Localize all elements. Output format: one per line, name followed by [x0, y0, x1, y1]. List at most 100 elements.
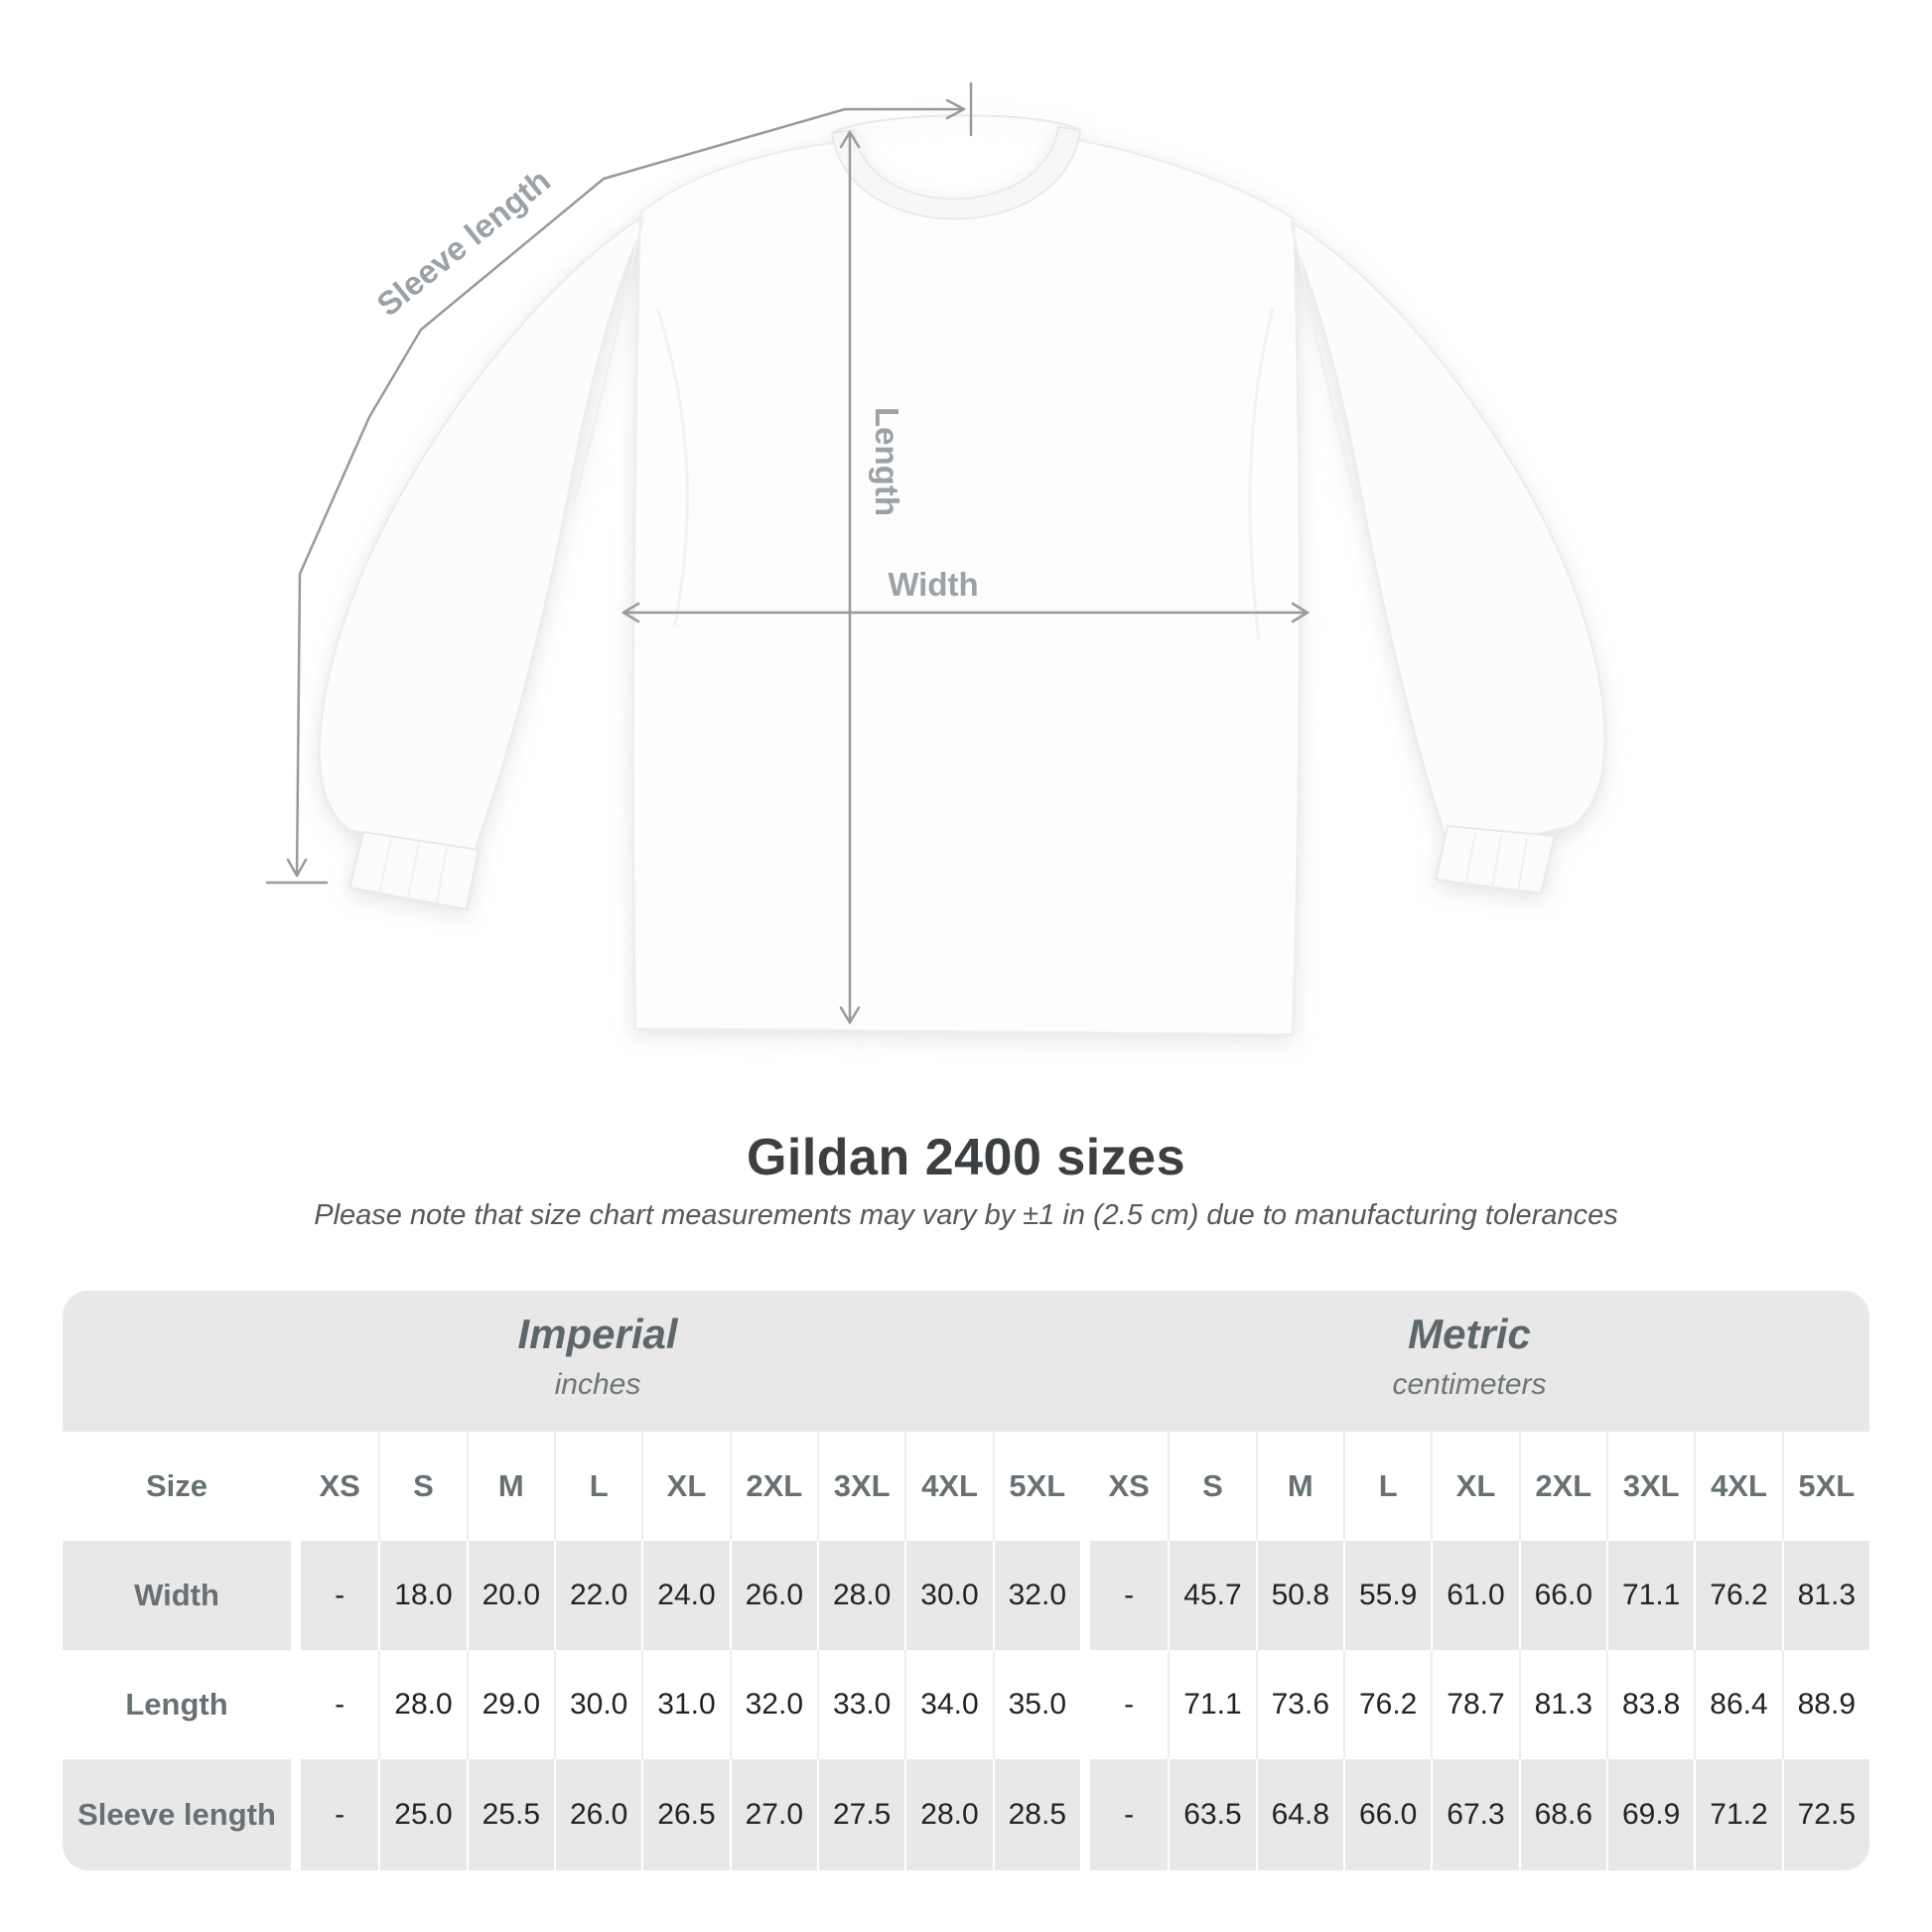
value-cell: -	[335, 1688, 345, 1721]
left-armhole-seam	[572, 215, 645, 502]
value-cell: 29.0	[466, 1650, 554, 1759]
width-arrow-left-icon	[621, 602, 640, 623]
size-chart-table: Imperial inches Metric centimeters Size …	[63, 1291, 1869, 1870]
row-label: Width	[134, 1578, 219, 1612]
size-header-cell: 3XL	[1606, 1432, 1694, 1541]
sleeve-length-line	[295, 107, 966, 878]
value-cell: 34.0	[904, 1650, 992, 1759]
value-cell: 83.8	[1606, 1650, 1694, 1759]
size-header-cell: S	[1168, 1432, 1255, 1541]
value-cell: 26.5	[641, 1759, 729, 1870]
value-cell: 76.2	[1343, 1650, 1431, 1759]
value-cell: 28.0	[378, 1650, 466, 1759]
value-cell: 20.0	[466, 1541, 554, 1650]
value-cell: 45.7	[1168, 1541, 1255, 1650]
size-header-cell: L	[554, 1432, 641, 1541]
value-cell: 55.9	[1343, 1541, 1431, 1650]
value-cell: 25.5	[466, 1759, 554, 1870]
length-label: Length	[869, 407, 905, 516]
value-cell: -	[291, 1541, 378, 1650]
value-cell: 66.0	[1343, 1759, 1431, 1870]
size-header-cell: S	[378, 1432, 466, 1541]
imperial-header: Imperial inches	[517, 1311, 677, 1402]
value-cell: 30.0	[904, 1541, 992, 1650]
value-cell: 18.0	[378, 1541, 466, 1650]
value-cell: -	[291, 1759, 378, 1870]
size-header-row: Size XS S M L XL 2XL 3XL 4XL 5XL XS S M …	[63, 1432, 1869, 1541]
row-label: Sleeve length	[77, 1797, 276, 1832]
table-row-sleeve-length: Sleeve length - 25.0 25.5 26.0 26.5 27.0…	[63, 1759, 1869, 1870]
size-header-cell: L	[1343, 1432, 1431, 1541]
size-header-cell: XL	[641, 1432, 729, 1541]
imperial-title: Imperial	[517, 1311, 678, 1357]
value-cell: 26.0	[729, 1541, 817, 1650]
value-cell: 63.5	[1168, 1759, 1255, 1870]
wrinkle-left	[655, 307, 689, 626]
value-cell: 73.6	[1255, 1650, 1343, 1759]
value-cell: 61.0	[1431, 1541, 1518, 1650]
right-armhole-seam	[1289, 219, 1358, 502]
length-arrow-down-icon	[839, 1006, 861, 1025]
value-cell: 76.2	[1694, 1541, 1781, 1650]
value-cell: 30.0	[554, 1650, 641, 1759]
size-header-cell: XL	[1431, 1432, 1518, 1541]
width-label: Width	[888, 566, 978, 603]
value-cell: 72.5	[1781, 1759, 1869, 1870]
size-header-cell: 4XL	[1694, 1432, 1781, 1541]
row-label: Length	[125, 1687, 228, 1722]
value-cell: 27.0	[729, 1759, 817, 1870]
value-cell: 27.5	[817, 1759, 904, 1870]
sleeve-length-arrow-down-icon	[286, 858, 308, 878]
page-title: Gildan 2400 sizes	[746, 1129, 1186, 1186]
value-cell: 64.8	[1255, 1759, 1343, 1870]
value-cell: 25.0	[378, 1759, 466, 1870]
size-header-cell: 5XL	[992, 1432, 1080, 1541]
units-header-band: Imperial inches Metric centimeters	[63, 1291, 1869, 1432]
value-cell: 67.3	[1431, 1759, 1518, 1870]
value-cell: 81.3	[1518, 1650, 1606, 1759]
value-cell: 78.7	[1431, 1650, 1518, 1759]
right-cuff-ribs	[1464, 831, 1528, 893]
value-cell: 22.0	[554, 1541, 641, 1650]
value-cell: 24.0	[641, 1541, 729, 1650]
value-cell: 66.0	[1518, 1541, 1606, 1650]
long-sleeve-shirt-illustration	[318, 114, 1606, 1036]
value-cell: 31.0	[641, 1650, 729, 1759]
length-arrow-up-icon	[839, 130, 861, 149]
value-cell: 69.9	[1606, 1759, 1694, 1870]
value-cell: 71.1	[1168, 1650, 1255, 1759]
value-cell: 28.0	[817, 1541, 904, 1650]
size-header-cell: 5XL	[1781, 1432, 1869, 1541]
size-header-cell: XS	[1108, 1468, 1150, 1503]
metric-header: Metric centimeters	[1392, 1311, 1546, 1402]
value-cell: 50.8	[1255, 1541, 1343, 1650]
size-header-cell: M	[466, 1432, 554, 1541]
size-header-cell: 2XL	[729, 1432, 817, 1541]
metric-unit: centimeters	[1392, 1368, 1547, 1401]
measurement-annotations	[265, 81, 1310, 1025]
value-cell: 32.0	[992, 1541, 1080, 1650]
table-row-width: Width - 18.0 20.0 22.0 24.0 26.0 28.0 30…	[63, 1541, 1869, 1650]
left-cuff-ribs	[378, 837, 448, 904]
value-cell: 28.5	[992, 1759, 1080, 1870]
value-cell: -	[1080, 1541, 1168, 1650]
value-cell: 26.0	[554, 1759, 641, 1870]
left-sleeve	[318, 213, 645, 858]
metric-title: Metric	[1408, 1311, 1531, 1357]
value-cell: 81.3	[1781, 1541, 1869, 1650]
value-cell: 35.0	[992, 1650, 1080, 1759]
value-cell: 71.2	[1694, 1759, 1781, 1870]
imperial-unit: inches	[554, 1368, 641, 1401]
size-header-cell: 2XL	[1518, 1432, 1606, 1541]
value-cell: 68.6	[1518, 1759, 1606, 1870]
value-cell: 32.0	[729, 1650, 817, 1759]
wrinkle-right	[1248, 307, 1275, 641]
value-cell: 88.9	[1781, 1650, 1869, 1759]
right-sleeve	[1287, 218, 1606, 856]
size-header-cell: M	[1255, 1432, 1343, 1541]
table-row-length: Length - 28.0 29.0 30.0 31.0 32.0 33.0 3…	[63, 1650, 1869, 1759]
size-header-cell: 3XL	[817, 1432, 904, 1541]
sleeve-length-label: Sleeve length	[369, 162, 557, 324]
page-subtitle: Please note that size chart measurements…	[314, 1199, 1618, 1231]
size-column-header: Size	[145, 1468, 208, 1503]
